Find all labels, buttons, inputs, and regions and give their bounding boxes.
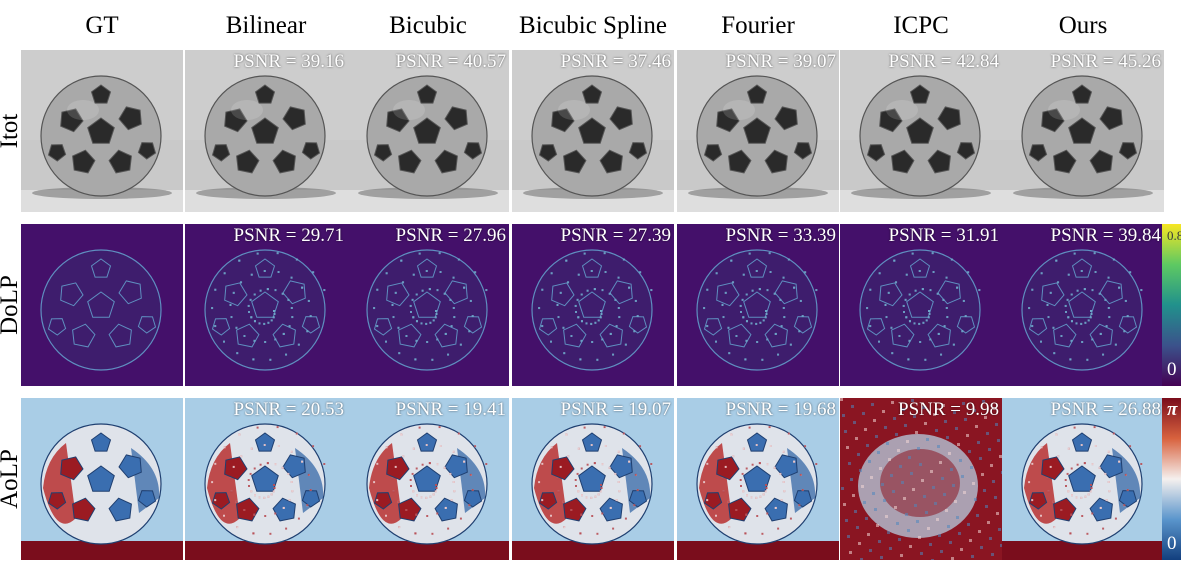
image-dolp-icpc: PSNR = 31.91 — [840, 224, 1002, 386]
image-dolp-fourier: PSNR = 33.39 — [677, 224, 839, 386]
column-header-bilinear: Bilinear — [225, 12, 307, 39]
image-itot-bicubic-spline: PSNR = 37.46 — [512, 50, 674, 212]
psnr-label: PSNR = 31.91 — [888, 225, 1000, 246]
psnr-label: PSNR = 37.46 — [560, 51, 672, 72]
colorbar-max-label: π — [1167, 399, 1178, 420]
colorbar-dolp — [1162, 224, 1181, 386]
image-dolp-gt — [21, 224, 183, 386]
psnr-label: PSNR = 9.98 — [898, 399, 999, 420]
psnr-label: PSNR = 19.68 — [725, 399, 837, 420]
image-dolp-bicubic-spline: PSNR = 27.39 — [512, 224, 674, 386]
image-itot-bilinear: PSNR = 39.16 — [185, 50, 347, 212]
colorbar-min-label: 0 — [1167, 359, 1177, 380]
column-header-gt: GT — [85, 12, 119, 39]
psnr-label: PSNR = 39.16 — [233, 51, 345, 72]
image-dolp-bilinear: PSNR = 29.71 — [185, 224, 347, 386]
image-dolp-bicubic: PSNR = 27.96 — [347, 224, 509, 386]
column-header-bicubic-spline: Bicubic Spline — [519, 12, 667, 39]
psnr-label: PSNR = 39.84 — [1050, 225, 1162, 246]
psnr-label: PSNR = 19.07 — [560, 399, 672, 420]
image-itot-gt — [21, 50, 183, 212]
image-itot-ours: PSNR = 45.26 — [1002, 50, 1164, 212]
column-header-icpc: ICPC — [893, 12, 949, 39]
image-itot-fourier: PSNR = 39.07 — [677, 50, 839, 212]
column-header-ours: Ours — [1058, 12, 1108, 39]
psnr-label: PSNR = 26.88 — [1050, 399, 1162, 420]
image-aolp-bilinear: PSNR = 20.53 — [185, 398, 347, 560]
image-dolp-ours: PSNR = 39.84 — [1002, 224, 1164, 386]
psnr-label: PSNR = 29.71 — [233, 225, 345, 246]
psnr-label: PSNR = 27.96 — [395, 225, 507, 246]
image-aolp-bicubic: PSNR = 19.41 — [347, 398, 509, 560]
psnr-label: PSNR = 19.41 — [395, 399, 507, 420]
psnr-label: PSNR = 40.57 — [395, 51, 507, 72]
image-aolp-fourier: PSNR = 19.68 — [677, 398, 839, 560]
image-aolp-gt — [21, 398, 183, 560]
image-itot-bicubic: PSNR = 40.57 — [347, 50, 509, 212]
psnr-label: PSNR = 39.07 — [725, 51, 837, 72]
psnr-label: PSNR = 27.39 — [560, 225, 672, 246]
column-header-bicubic: Bicubic — [389, 12, 467, 39]
psnr-label: PSNR = 20.53 — [233, 399, 345, 420]
image-aolp-icpc: PSNR = 9.98 — [840, 398, 1002, 560]
column-header-fourier: Fourier — [721, 12, 795, 39]
colorbar-aolp — [1162, 398, 1181, 560]
image-aolp-bicubic-spline: PSNR = 19.07 — [512, 398, 674, 560]
image-aolp-ours: PSNR = 26.88 — [1002, 398, 1164, 560]
psnr-label: PSNR = 33.39 — [725, 225, 837, 246]
colorbar-min-label: 0 — [1167, 533, 1177, 554]
psnr-label: PSNR = 42.84 — [888, 51, 1000, 72]
psnr-label: PSNR = 45.26 — [1050, 51, 1162, 72]
image-itot-icpc: PSNR = 42.84 — [840, 50, 1002, 212]
colorbar-max-label: 0.8 — [1167, 228, 1181, 243]
